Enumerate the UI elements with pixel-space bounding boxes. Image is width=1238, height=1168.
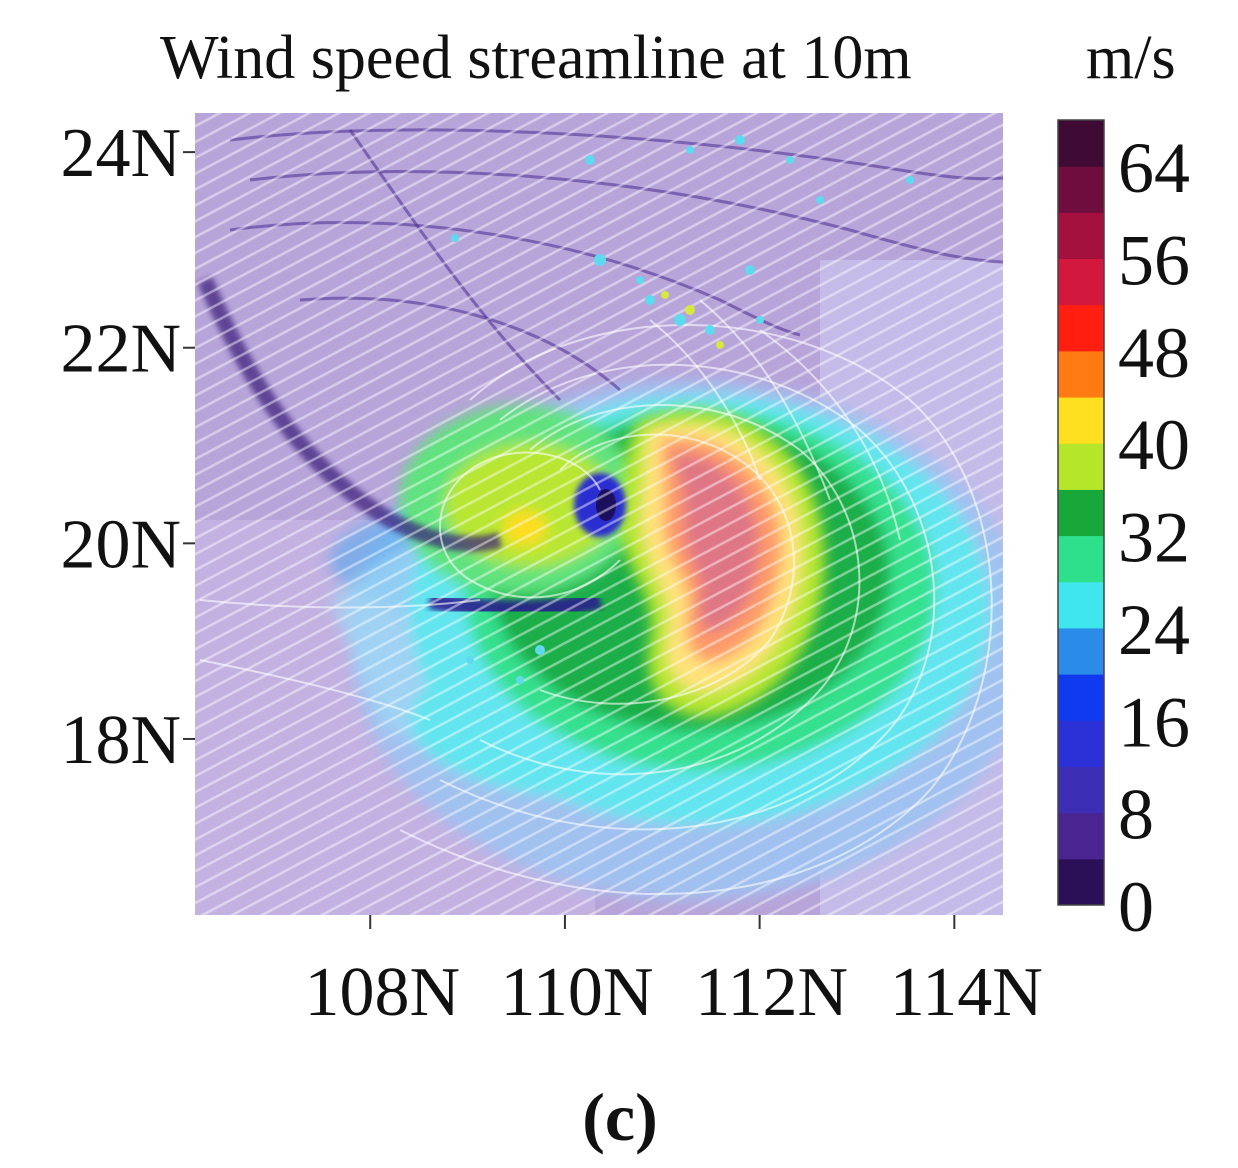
plot-area — [195, 113, 1003, 915]
x-axis: 108N 110N 112N 114N — [304, 915, 1043, 1031]
colorbar-segment — [1058, 581, 1104, 629]
colorbar-tick-label: 24 — [1118, 590, 1190, 670]
colorbar-tick-label: 48 — [1118, 313, 1190, 393]
colorbar-segment — [1058, 397, 1104, 444]
colorbar-tick-label: 64 — [1118, 128, 1190, 208]
chart-title: Wind speed streamline at 10m — [160, 24, 912, 92]
colorbar-segment — [1058, 535, 1104, 583]
colorbar-segment — [1058, 489, 1104, 537]
colorbar-segment — [1058, 304, 1104, 352]
panel-label: (c) — [582, 1079, 657, 1155]
x-tick-label: 108N — [304, 954, 460, 1031]
streak-texture — [195, 113, 1003, 915]
colorbar-segment — [1058, 766, 1104, 814]
y-axis: 18N 20N 22N 24N — [60, 115, 195, 779]
colorbar-segment — [1058, 212, 1104, 260]
colorbar-segment — [1058, 812, 1104, 860]
y-tick-label: 22N — [60, 311, 181, 388]
colorbar: 0 8 16 24 32 40 48 56 64 — [1057, 119, 1190, 947]
colorbar-segment — [1058, 443, 1104, 490]
coastal-speckles-yellow — [661, 291, 724, 349]
x-tick-label: 110N — [500, 954, 653, 1031]
colorbar-segment — [1058, 627, 1104, 675]
colorbar-segment — [1058, 720, 1104, 767]
colorbar-tick-label: 0 — [1118, 867, 1154, 947]
colorbar-tick-label: 8 — [1118, 775, 1154, 855]
colorbar-segment — [1058, 120, 1104, 167]
colorbar-tick-label: 56 — [1118, 221, 1190, 301]
colorbar-segment — [1058, 674, 1104, 721]
colorbar-segment — [1058, 350, 1104, 398]
colorbar-segment — [1058, 858, 1104, 906]
y-tick-label: 18N — [60, 702, 181, 779]
colorbar-segment — [1058, 166, 1104, 213]
colorbar-segment — [1058, 258, 1104, 306]
x-tick-label: 114N — [890, 954, 1043, 1031]
colorbar-frame — [1057, 119, 1105, 906]
colorbar-unit-label: m/s — [1086, 24, 1176, 92]
y-tick-label: 24N — [60, 115, 181, 192]
coastal-speckles — [451, 135, 914, 684]
colorbar-tick-label: 16 — [1118, 682, 1190, 762]
colorbar-tick-label: 32 — [1118, 498, 1190, 578]
y-tick-label: 20N — [60, 506, 181, 583]
colorbar-tick-label: 40 — [1118, 405, 1190, 485]
x-tick-label: 112N — [695, 954, 848, 1031]
